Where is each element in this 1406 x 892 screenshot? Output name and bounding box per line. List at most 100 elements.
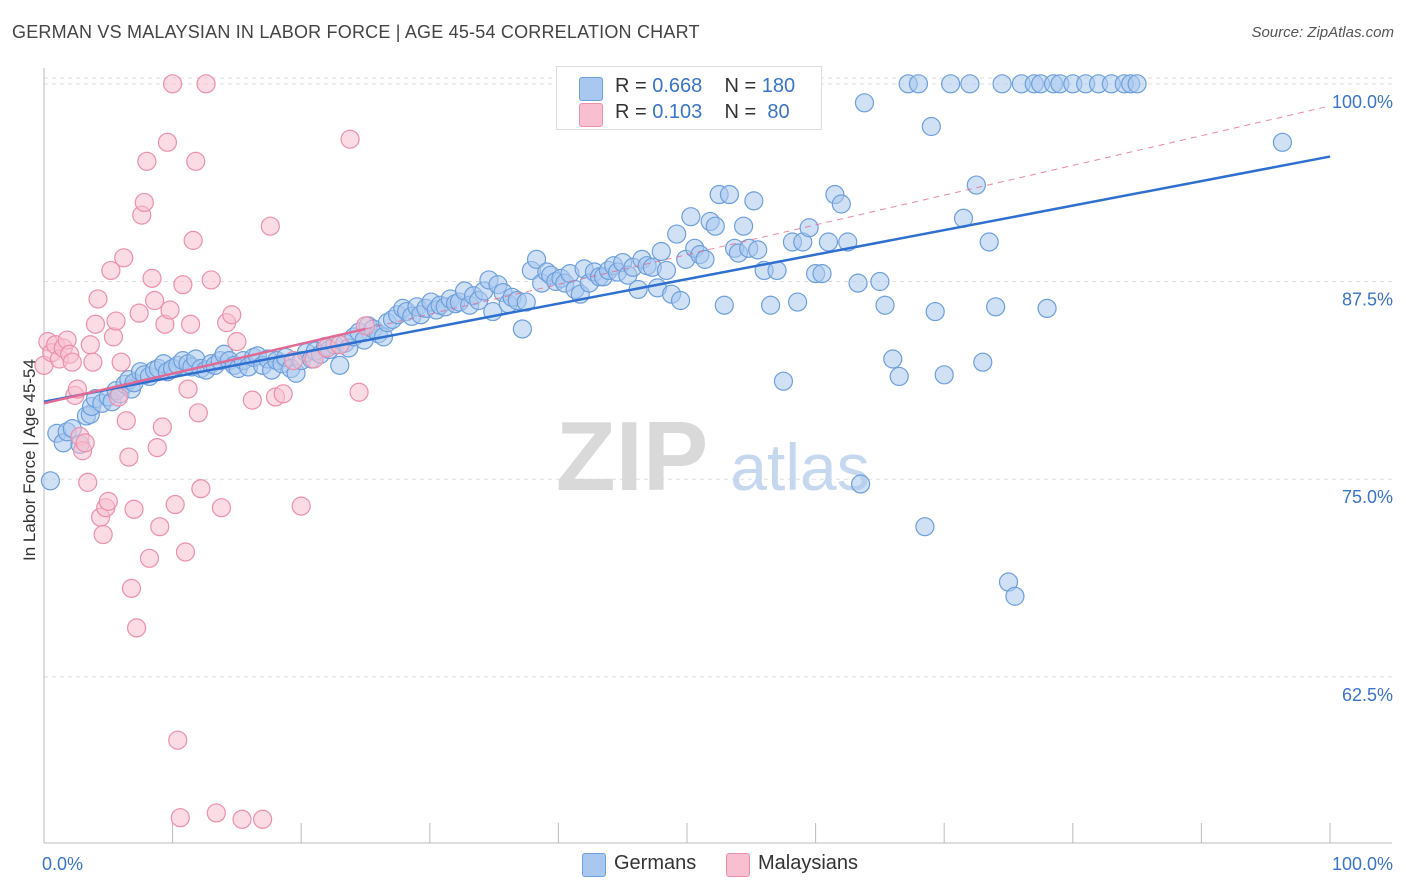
malaysian-point	[78, 472, 98, 492]
german-point	[695, 249, 715, 269]
malaysian-point	[273, 384, 293, 404]
malaysian-point	[126, 618, 147, 638]
malaysian-point	[144, 290, 165, 311]
malaysian-point	[111, 352, 131, 372]
malaysian-point	[101, 260, 121, 281]
german-point	[733, 216, 754, 236]
malaysian-point	[196, 74, 216, 94]
german-point	[915, 517, 935, 537]
watermark-atlas: atlas	[730, 430, 869, 504]
german-point	[705, 216, 725, 236]
source-credit: Source: ZipAtlas.com	[1251, 24, 1394, 41]
malaysian-point	[178, 379, 198, 399]
malaysian-point	[340, 129, 360, 149]
malaysian-point	[88, 289, 108, 309]
malaysian-trend-line	[43, 327, 366, 405]
malaysian-point	[170, 808, 190, 828]
malaysian-trend-extension	[365, 105, 1331, 330]
malaysian-point	[119, 447, 139, 467]
stats-legend: R = 0.668 N = 180 R = 0.103 N = 80	[556, 66, 822, 130]
legend-swatch-malaysians	[579, 103, 603, 127]
malaysian-point	[83, 352, 103, 372]
malaysian-point	[129, 303, 149, 323]
german-point	[1037, 298, 1057, 319]
malaysian-point	[227, 332, 247, 352]
malaysian-point	[211, 498, 232, 518]
german-point	[986, 297, 1006, 317]
legend-n-malaysians: 80	[767, 101, 790, 123]
axes	[43, 68, 1392, 844]
malaysian-point	[124, 499, 144, 519]
german-point	[851, 474, 871, 494]
malaysian-point	[62, 352, 82, 372]
y-tick-label: 62.5%	[1342, 685, 1393, 705]
german-point	[979, 232, 999, 252]
german-point	[670, 290, 691, 311]
german-point	[941, 74, 961, 94]
german-point	[516, 292, 536, 312]
malaysian-point	[183, 230, 203, 250]
german-point	[831, 194, 851, 214]
legend-r-malaysians: 0.103	[652, 101, 703, 123]
german-point	[651, 241, 671, 262]
malaysian-point	[168, 730, 188, 750]
malaysian-point	[137, 151, 157, 171]
german-point	[714, 295, 734, 315]
german-point	[330, 355, 350, 375]
malaysian-point	[85, 314, 106, 334]
malaysian-point	[121, 578, 142, 598]
german-point	[748, 240, 768, 260]
german-point	[925, 301, 945, 322]
malaysian-point	[114, 248, 134, 268]
german-point	[854, 93, 875, 113]
chart-title: GERMAN VS MALAYSIAN IN LABOR FORCE | AGE…	[12, 22, 700, 42]
german-point	[818, 232, 839, 252]
legend-n-label: N =	[724, 75, 757, 97]
malaysian-point	[142, 268, 162, 288]
malaysian-point	[186, 151, 206, 171]
german-point	[787, 292, 808, 312]
x-tick-label: 100.0%	[1332, 854, 1393, 874]
german-point	[889, 366, 909, 387]
malaysian-point	[206, 803, 226, 823]
german-point	[973, 352, 993, 372]
grid-lines	[44, 77, 1392, 678]
watermark-zip: ZIP	[556, 401, 708, 511]
malaysian-point	[222, 305, 242, 325]
legend-swatch-germans	[579, 77, 603, 101]
malaysian-point	[260, 216, 280, 236]
german-point	[744, 191, 764, 211]
malaysian-point	[139, 548, 160, 568]
malaysian-point	[163, 74, 183, 94]
malaysian-point	[165, 494, 185, 515]
malaysian-point	[232, 809, 252, 829]
german-point	[799, 218, 819, 238]
legend-r-label: R =	[615, 101, 647, 123]
malaysian-point	[160, 300, 180, 320]
german-point	[1005, 586, 1025, 606]
malaysian-point	[191, 479, 211, 499]
malaysian-point	[355, 316, 376, 336]
y-tick-label: 100.0%	[1332, 92, 1393, 112]
german-point	[1127, 74, 1147, 94]
malaysian-point	[173, 275, 193, 295]
watermark: ZIP atlas	[556, 401, 870, 511]
malaysian-point	[75, 433, 95, 453]
malaysian-point	[349, 382, 369, 402]
y-tick-label: 87.5%	[1342, 290, 1393, 310]
german-point	[40, 471, 61, 491]
malaysian-point	[147, 437, 167, 458]
german-point	[719, 184, 740, 205]
german-point	[526, 249, 547, 269]
malaysian-point	[181, 314, 201, 334]
tick-labels: 62.5% 75.0% 87.5% 100.0% 0.0% 100.0%	[42, 92, 1393, 874]
german-point	[934, 365, 954, 385]
malaysian-point	[188, 403, 208, 423]
legend-n-label: N =	[724, 101, 757, 123]
malaysian-point	[134, 192, 154, 213]
malaysian-point	[106, 311, 126, 331]
x-tick-label: 0.0%	[42, 854, 83, 874]
malaysian-point	[150, 517, 170, 537]
german-point	[812, 264, 832, 284]
